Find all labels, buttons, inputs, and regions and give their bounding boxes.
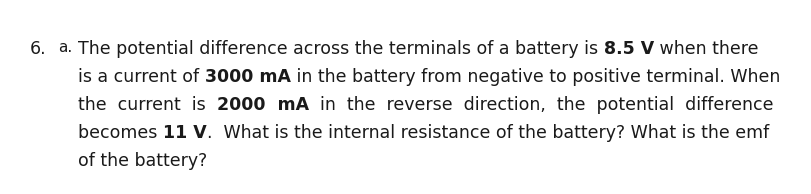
Text: 11 V: 11 V — [163, 124, 207, 142]
Text: is a current of: is a current of — [78, 68, 204, 86]
Text: the  current  is: the current is — [78, 96, 217, 114]
Text: 3000 mA: 3000 mA — [204, 68, 290, 86]
Text: when there: when there — [654, 40, 758, 58]
Text: in  the  reverse  direction,  the  potential  difference: in the reverse direction, the potential … — [309, 96, 774, 114]
Text: in the battery from negative to positive terminal. When: in the battery from negative to positive… — [290, 68, 780, 86]
Text: a.: a. — [58, 40, 72, 55]
Text: becomes: becomes — [78, 124, 163, 142]
Text: 8.5 V: 8.5 V — [603, 40, 654, 58]
Text: 2000  mA: 2000 mA — [217, 96, 309, 114]
Text: of the battery?: of the battery? — [78, 152, 208, 170]
Text: 6.: 6. — [30, 40, 46, 58]
Text: The potential difference across the terminals of a battery is: The potential difference across the term… — [78, 40, 603, 58]
Text: .  What is the internal resistance of the battery? What is the emf: . What is the internal resistance of the… — [207, 124, 769, 142]
